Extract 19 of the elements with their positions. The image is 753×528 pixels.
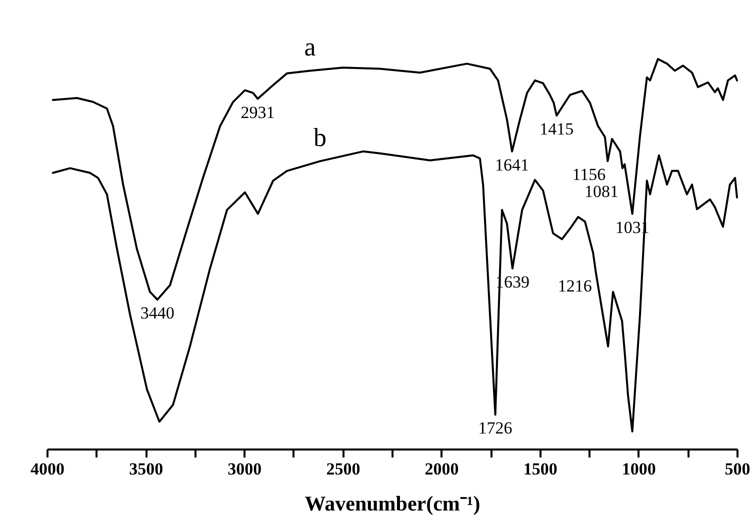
annotation: 1156 <box>572 165 606 184</box>
annotation: 1081 <box>584 182 618 202</box>
x-tick-label: 2000 <box>424 460 459 478</box>
series-label: a <box>304 32 316 62</box>
annotation: 2931 <box>240 102 275 122</box>
series-label: b <box>314 123 327 152</box>
x-tick-label: 3000 <box>228 460 262 478</box>
x-tick-label: 4000 <box>30 460 64 478</box>
annotation: 1415 <box>540 120 574 139</box>
x-axis-title: Wavenumber(cm⁻¹) <box>304 492 480 516</box>
annotation: 3440 <box>140 304 174 323</box>
x-tick-label: 3500 <box>129 460 164 478</box>
annotation: 1641 <box>495 155 530 174</box>
x-tick-label: 2500 <box>326 460 360 478</box>
x-tick-label: 1500 <box>523 460 558 478</box>
annotation: 1726 <box>478 418 512 438</box>
annotation: 1216 <box>558 276 592 296</box>
x-tick-label: 1000 <box>622 460 656 478</box>
x-tick-label: 500 <box>724 460 750 478</box>
